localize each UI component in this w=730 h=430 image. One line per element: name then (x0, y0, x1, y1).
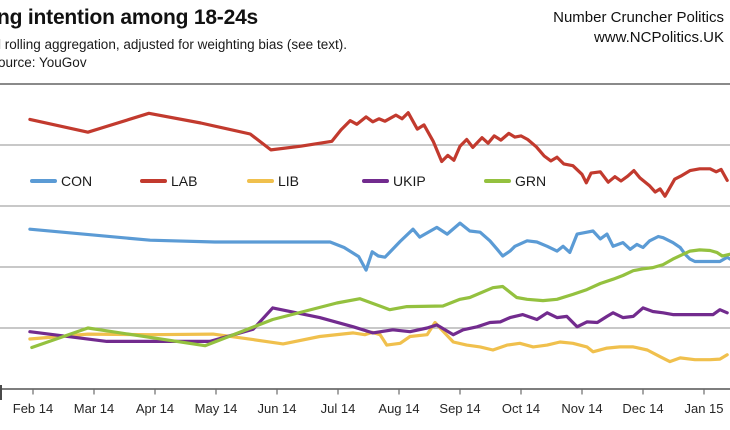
legend-item-grn: GRN (484, 172, 546, 190)
legend-swatch-con (30, 179, 57, 183)
series-line-ukip (28, 306, 729, 343)
brand-name: Number Cruncher Politics (553, 9, 724, 26)
x-axis-label: Aug 14 (378, 401, 420, 416)
legend-item-lib: LIB (247, 172, 299, 190)
chart-subtitle: l rolling aggregation, adjusted for weig… (0, 37, 347, 52)
x-axis-label: Jun 14 (257, 401, 297, 416)
x-axis-label: Jul 14 (320, 401, 356, 416)
legend-item-con: CON (30, 172, 92, 190)
series-line-lib (28, 320, 729, 364)
x-axis-label: Mar 14 (73, 401, 115, 416)
chart-legend: CON LAB LIB UKIP GRN (0, 172, 730, 190)
x-axis-label: May 14 (194, 401, 238, 416)
cropped-axis-fragment (0, 385, 2, 400)
series-line-lab (28, 111, 729, 198)
legend-label: LAB (171, 173, 198, 189)
x-axis-label: Apr 14 (135, 401, 175, 416)
series-line-con (28, 221, 730, 272)
x-axis-label: Jan 15 (684, 401, 724, 416)
legend-swatch-lab (140, 179, 167, 183)
legend-item-ukip: UKIP (362, 172, 426, 190)
x-axis-labels: Feb 14 Mar 14 Apr 14 May 14 Jun 14 Jul 14 Aug … (0, 401, 730, 419)
x-axis-label: Nov 14 (561, 401, 603, 416)
chart-title: ng intention among 18-24s (0, 6, 259, 29)
legend-swatch-lib (247, 179, 274, 183)
legend-swatch-ukip (362, 179, 389, 183)
legend-swatch-grn (484, 179, 511, 183)
brand-block: Number Cruncher Politics www.NCPolitics.… (553, 8, 724, 48)
series-line-grn (30, 248, 730, 350)
legend-label: LIB (278, 173, 300, 189)
x-axis-label: Dec 14 (622, 401, 664, 416)
brand-url: www.NCPolitics.UK (593, 29, 724, 46)
chart-source-note: ource: YouGov (0, 55, 87, 70)
legend-label: UKIP (393, 173, 426, 189)
legend-label: GRN (515, 173, 547, 189)
x-axis-label: Sep 14 (439, 401, 481, 416)
legend-label: CON (61, 173, 93, 189)
x-axis-label: Feb 14 (12, 401, 54, 416)
legend-item-lab: LAB (140, 172, 197, 190)
x-axis-label: Oct 14 (501, 401, 541, 416)
